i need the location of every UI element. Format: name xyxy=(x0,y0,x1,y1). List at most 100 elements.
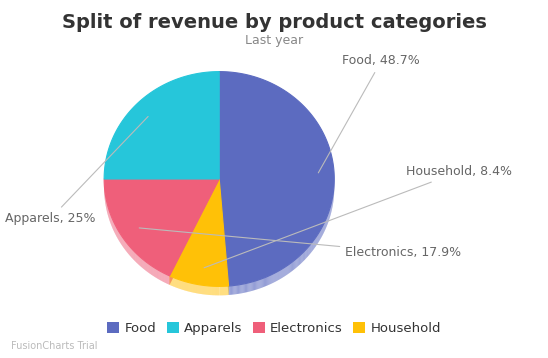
Polygon shape xyxy=(276,272,277,282)
Text: Last year: Last year xyxy=(245,34,303,47)
Text: Apparels, 25%: Apparels, 25% xyxy=(5,116,148,225)
Text: Food, 48.7%: Food, 48.7% xyxy=(318,54,420,173)
Polygon shape xyxy=(258,280,259,289)
Legend: Food, Apparels, Electronics, Household: Food, Apparels, Electronics, Household xyxy=(102,317,446,341)
Polygon shape xyxy=(252,282,253,291)
Polygon shape xyxy=(253,281,254,291)
Text: Split of revenue by product categories: Split of revenue by product categories xyxy=(61,13,487,32)
Polygon shape xyxy=(305,250,306,260)
Polygon shape xyxy=(310,244,311,254)
Polygon shape xyxy=(275,273,276,282)
Polygon shape xyxy=(259,280,260,289)
Polygon shape xyxy=(243,284,244,293)
Polygon shape xyxy=(229,286,230,295)
Polygon shape xyxy=(230,286,231,295)
Text: Electronics, 17.9%: Electronics, 17.9% xyxy=(139,228,461,259)
Polygon shape xyxy=(284,267,286,276)
Polygon shape xyxy=(239,285,240,294)
Polygon shape xyxy=(291,262,292,272)
Polygon shape xyxy=(287,265,288,275)
Polygon shape xyxy=(294,260,295,270)
Polygon shape xyxy=(231,286,232,295)
Polygon shape xyxy=(277,272,278,281)
Polygon shape xyxy=(245,284,246,292)
Polygon shape xyxy=(300,255,301,265)
Polygon shape xyxy=(320,230,321,240)
Polygon shape xyxy=(309,246,310,256)
Polygon shape xyxy=(289,263,290,273)
Polygon shape xyxy=(104,72,219,179)
Polygon shape xyxy=(295,258,296,268)
Polygon shape xyxy=(250,282,252,291)
Polygon shape xyxy=(293,261,294,270)
Polygon shape xyxy=(290,263,291,272)
Polygon shape xyxy=(244,284,245,293)
Polygon shape xyxy=(242,284,243,293)
Polygon shape xyxy=(281,269,282,279)
Polygon shape xyxy=(247,283,248,292)
Polygon shape xyxy=(219,179,229,295)
Polygon shape xyxy=(238,285,239,294)
Polygon shape xyxy=(282,268,283,278)
Polygon shape xyxy=(273,273,275,283)
Polygon shape xyxy=(301,253,302,263)
Polygon shape xyxy=(261,279,262,288)
Polygon shape xyxy=(266,277,267,286)
Polygon shape xyxy=(270,275,271,284)
Polygon shape xyxy=(235,285,236,294)
Polygon shape xyxy=(286,266,287,276)
Polygon shape xyxy=(304,251,305,261)
Polygon shape xyxy=(299,256,300,265)
Polygon shape xyxy=(271,274,272,284)
Polygon shape xyxy=(283,267,284,277)
Polygon shape xyxy=(262,279,263,288)
Polygon shape xyxy=(248,282,249,292)
Polygon shape xyxy=(169,179,219,285)
Polygon shape xyxy=(312,241,313,251)
Polygon shape xyxy=(169,179,229,286)
Polygon shape xyxy=(316,236,317,246)
Polygon shape xyxy=(246,283,247,292)
Polygon shape xyxy=(219,72,334,286)
Polygon shape xyxy=(272,274,273,283)
Polygon shape xyxy=(236,285,237,294)
Polygon shape xyxy=(313,240,314,250)
Polygon shape xyxy=(255,281,256,290)
Polygon shape xyxy=(318,232,319,242)
Polygon shape xyxy=(319,231,320,241)
Polygon shape xyxy=(298,256,299,266)
Polygon shape xyxy=(265,277,266,286)
Polygon shape xyxy=(233,285,235,295)
Polygon shape xyxy=(240,284,242,294)
Polygon shape xyxy=(308,247,309,256)
Polygon shape xyxy=(249,282,250,291)
Polygon shape xyxy=(232,286,233,295)
Polygon shape xyxy=(296,258,298,267)
Polygon shape xyxy=(292,261,293,271)
Polygon shape xyxy=(307,247,308,257)
Polygon shape xyxy=(237,285,238,294)
Polygon shape xyxy=(303,252,304,261)
Polygon shape xyxy=(256,280,258,290)
Polygon shape xyxy=(169,179,219,285)
Polygon shape xyxy=(317,234,318,244)
Polygon shape xyxy=(104,179,219,276)
Polygon shape xyxy=(311,242,312,252)
Polygon shape xyxy=(219,179,229,295)
Polygon shape xyxy=(288,264,289,274)
Polygon shape xyxy=(302,252,303,262)
Polygon shape xyxy=(267,276,268,286)
Polygon shape xyxy=(315,238,316,248)
Polygon shape xyxy=(254,281,255,290)
Polygon shape xyxy=(306,248,307,258)
Polygon shape xyxy=(260,279,261,289)
Text: Household, 8.4%: Household, 8.4% xyxy=(204,165,511,268)
Polygon shape xyxy=(269,275,270,285)
Polygon shape xyxy=(268,276,269,285)
Text: FusionCharts Trial: FusionCharts Trial xyxy=(11,341,98,351)
Polygon shape xyxy=(314,239,315,248)
Polygon shape xyxy=(278,270,279,280)
Polygon shape xyxy=(279,270,281,279)
Polygon shape xyxy=(264,277,265,287)
Polygon shape xyxy=(263,278,264,287)
